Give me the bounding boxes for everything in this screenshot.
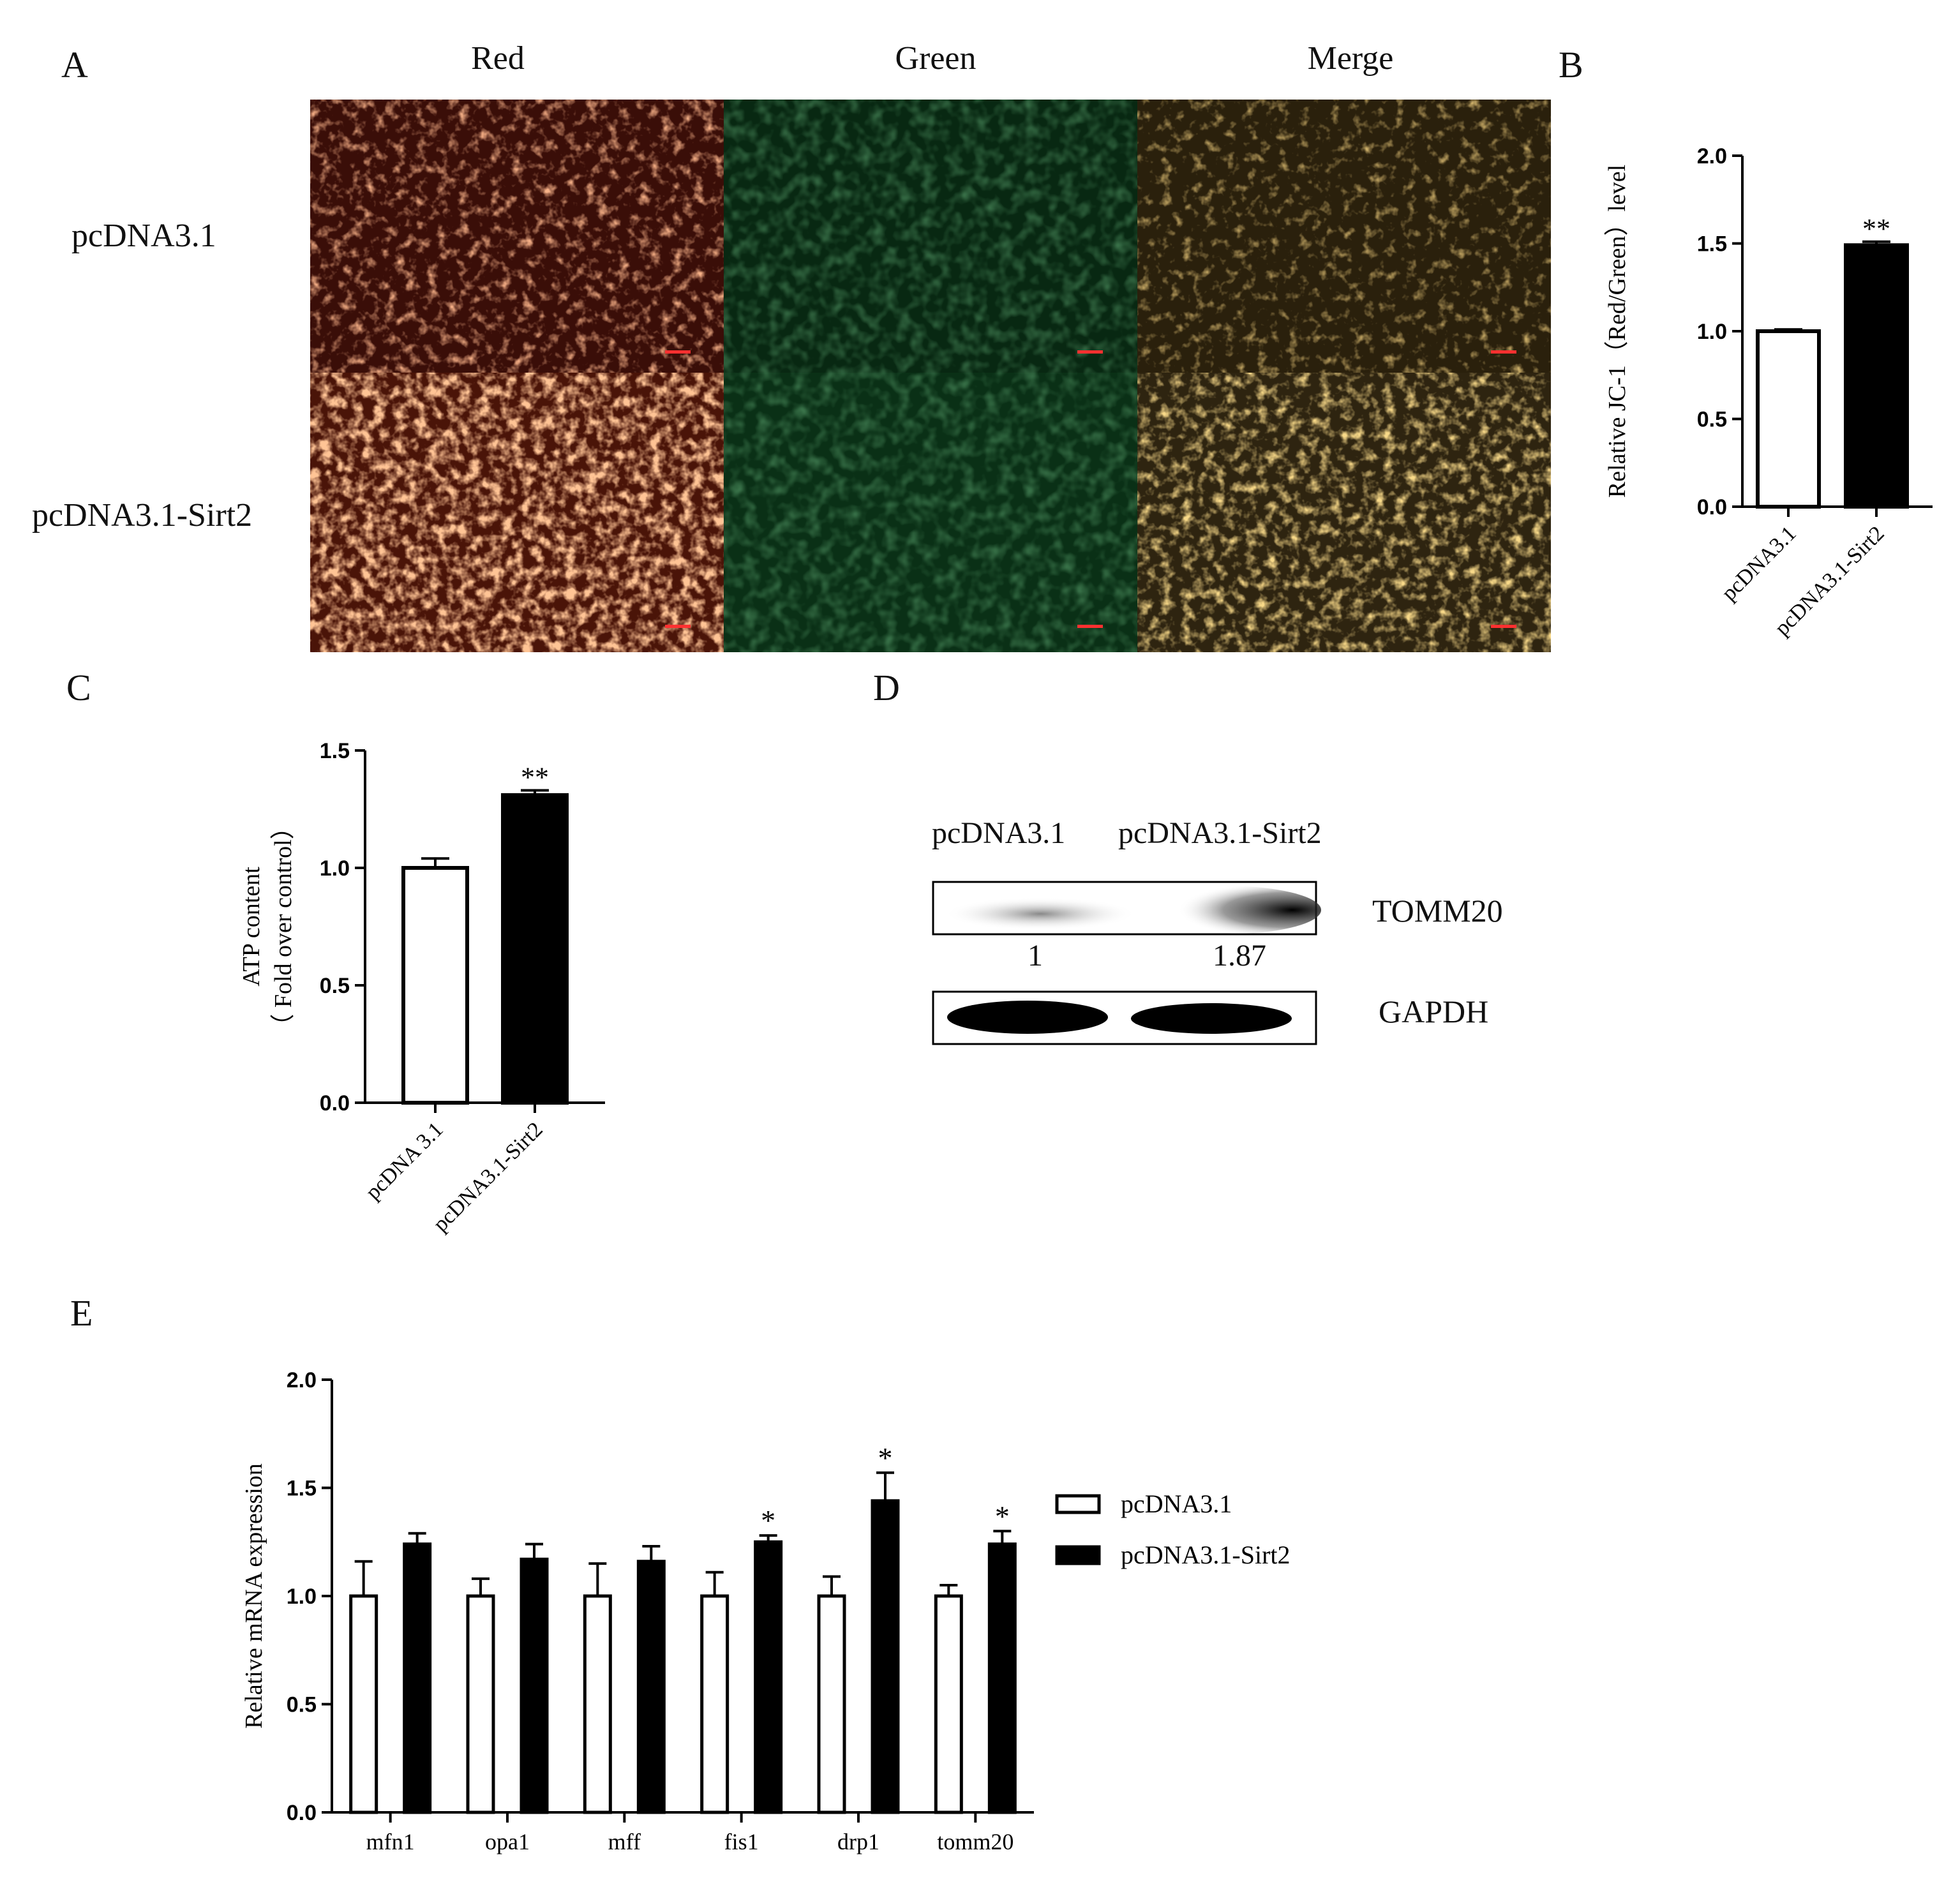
y-axis-label-line2: （ Fold over control） xyxy=(270,815,297,1038)
significance-marker: ** xyxy=(521,762,549,793)
row-header-pcdna31: pcDNA3.1 xyxy=(71,218,216,254)
panel-letter-e: E xyxy=(70,1292,93,1334)
y-tick-label: 2.0 xyxy=(1697,144,1727,168)
y-tick-label: 1.0 xyxy=(287,1585,317,1609)
y-tick-label: 1.5 xyxy=(1697,232,1727,257)
bar-pcDNA3.1-Sirt2-drp1 xyxy=(871,1499,900,1814)
bar-pcDNA3.1-fis1 xyxy=(700,1594,729,1814)
quant-lane2: 1.87 xyxy=(1213,939,1266,973)
bar-0 xyxy=(1756,329,1821,509)
legend-swatch-0 xyxy=(1055,1494,1101,1514)
micrograph-merge-pcdna31 xyxy=(1137,100,1551,373)
micrograph-red-pcdna31 xyxy=(310,100,724,373)
micrograph-grid xyxy=(310,100,1551,652)
y-tick-label: 1.5 xyxy=(287,1477,317,1501)
significance-marker: * xyxy=(878,1442,893,1474)
bar-1 xyxy=(1844,243,1909,509)
x-tick-label: mfn1 xyxy=(366,1829,415,1854)
bar-pcDNA3.1-drp1 xyxy=(817,1594,846,1814)
y-axis-label: Relative JC-1（Red/Green）level xyxy=(1604,165,1631,498)
bar-0 xyxy=(401,866,469,1105)
column-header-merge: Merge xyxy=(1307,40,1394,77)
x-tick-label: opa1 xyxy=(485,1829,530,1854)
y-tick-label: 1.5 xyxy=(320,739,350,763)
bar-pcDNA3.1-mfn1 xyxy=(349,1594,378,1814)
x-tick-label: drp1 xyxy=(837,1829,879,1854)
significance-marker: * xyxy=(995,1500,1010,1532)
row-header-pcdna31-sirt2: pcDNA3.1-Sirt2 xyxy=(32,497,253,533)
chart-b-jc1: 0.00.51.01.52.0pcDNA3.1**pcDNA3.1-Sirt2R… xyxy=(1604,144,1933,640)
panel-letter-c: C xyxy=(66,667,91,708)
tomm20-band-lane1 xyxy=(945,897,1136,930)
bar-pcDNA3.1-opa1 xyxy=(466,1594,495,1814)
y-axis-label: Relative mRNA expression xyxy=(241,1463,267,1729)
band-label-tomm20: TOMM20 xyxy=(1372,893,1503,929)
bar-pcDNA3.1-tomm20 xyxy=(934,1594,963,1814)
significance-marker: * xyxy=(761,1504,775,1537)
x-tick-label: mff xyxy=(608,1829,641,1854)
micrograph-red-pcdna31-sirt2 xyxy=(310,373,724,652)
western-blot: pcDNA3.1 pcDNA3.1-Sirt2 TOMM20 GAPDH 1 1… xyxy=(932,804,1570,1072)
column-header-green: Green xyxy=(895,40,976,77)
bar-pcDNA3.1-Sirt2-mfn1 xyxy=(403,1542,432,1814)
x-tick-label: fis1 xyxy=(724,1829,759,1854)
gapdh-band-lane2 xyxy=(1131,1003,1292,1034)
y-tick-label: 0.0 xyxy=(287,1801,317,1825)
significance-marker: ** xyxy=(1862,213,1890,244)
y-tick-label: 1.0 xyxy=(320,856,350,881)
lane-label-pcdna31-sirt2: pcDNA3.1-Sirt2 xyxy=(1118,816,1322,850)
bar-pcDNA3.1-Sirt2-opa1 xyxy=(520,1557,549,1814)
chart-e-mrna: 0.0 0.5 1.0 1.5 2.0 Relative mRNA expression m… xyxy=(241,1368,1290,1854)
gapdh-band-lane1 xyxy=(947,1001,1108,1034)
y-tick-label: 1.0 xyxy=(1697,320,1727,344)
column-header-red: Red xyxy=(471,40,525,77)
tomm20-band-lane2 xyxy=(1130,886,1321,934)
bar-pcDNA3.1-Sirt2-fis1 xyxy=(754,1540,783,1814)
y-tick-label: 0.5 xyxy=(320,974,350,998)
x-tick-label: pcDNA 3.1 xyxy=(361,1117,448,1204)
panel-letter-a: A xyxy=(61,44,88,86)
legend-swatch-1 xyxy=(1055,1545,1101,1565)
legend-label-1: pcDNA3.1-Sirt2 xyxy=(1121,1541,1290,1569)
bar-pcDNA3.1-Sirt2-tomm20 xyxy=(987,1542,1017,1814)
quant-lane1: 1 xyxy=(1028,939,1043,973)
micrograph-green-pcdna31 xyxy=(724,100,1137,373)
legend-label-0: pcDNA3.1 xyxy=(1121,1489,1232,1518)
panel-letter-d: D xyxy=(873,667,900,708)
y-tick-label: 0.5 xyxy=(287,1693,317,1717)
y-tick-label: 0.0 xyxy=(1697,495,1727,519)
blot-bands xyxy=(932,881,1321,1045)
y-tick-label: 2.0 xyxy=(287,1368,317,1392)
micrograph-green-pcdna31-sirt2 xyxy=(724,373,1137,652)
bar-1 xyxy=(501,793,569,1105)
y-tick-label: 0.0 xyxy=(320,1091,350,1115)
band-label-gapdh: GAPDH xyxy=(1379,994,1489,1029)
y-tick-label: 0.5 xyxy=(1697,408,1727,432)
lane-label-pcdna31: pcDNA3.1 xyxy=(932,816,1066,850)
bar-pcDNA3.1-mff xyxy=(583,1594,612,1814)
x-tick-label: tomm20 xyxy=(937,1829,1014,1854)
panel-letter-b: B xyxy=(1559,44,1583,86)
y-axis-label-line1: ATP content xyxy=(238,867,265,987)
micrograph-merge-pcdna31-sirt2 xyxy=(1137,373,1551,652)
bar-pcDNA3.1-Sirt2-mff xyxy=(636,1560,666,1814)
x-tick-label: pcDNA3.1 xyxy=(1717,521,1801,605)
